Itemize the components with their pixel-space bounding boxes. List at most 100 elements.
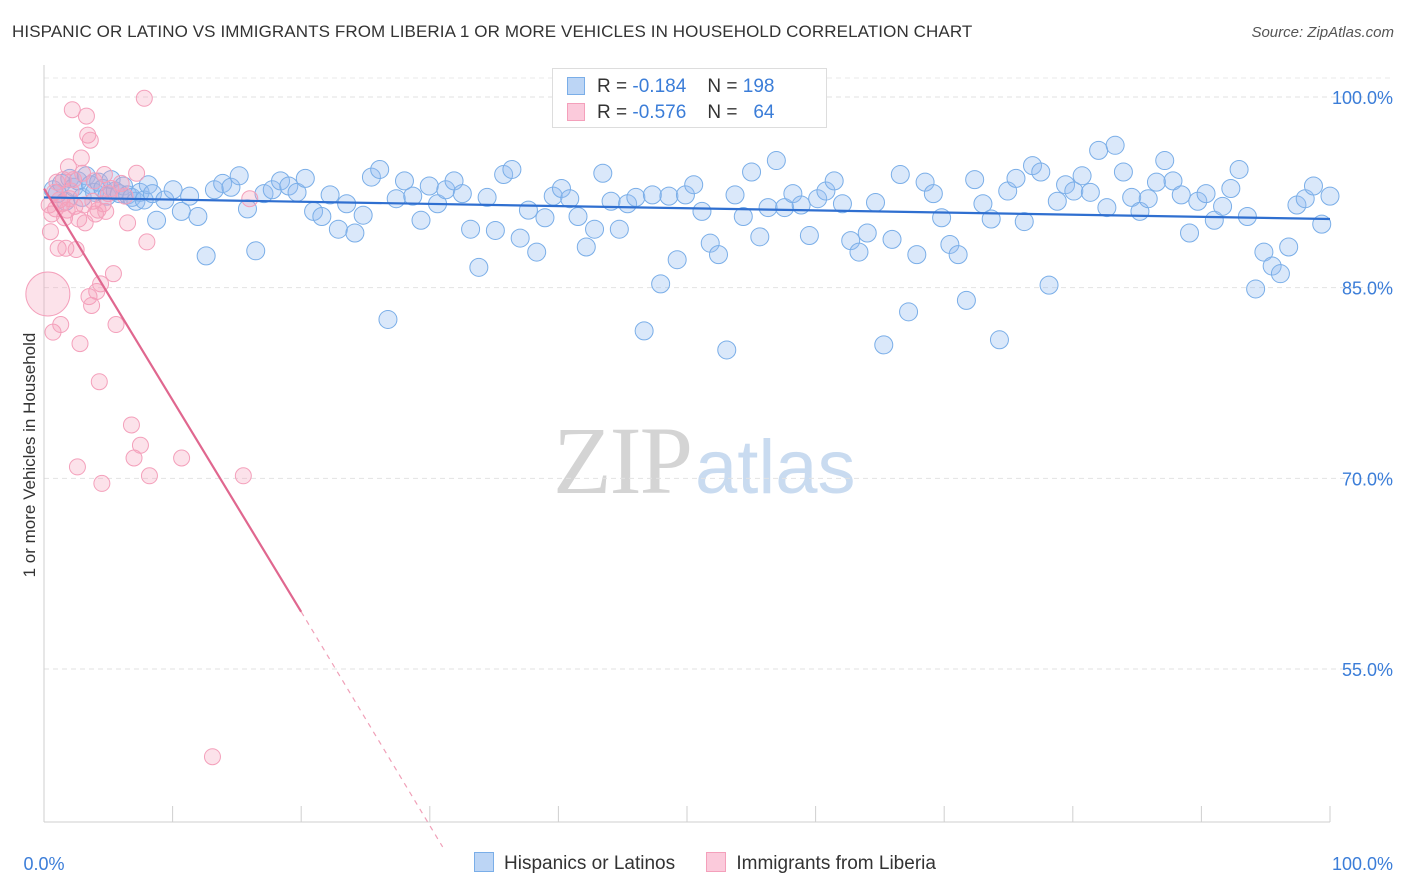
data-point-liberia bbox=[128, 164, 146, 182]
data-point-liberia bbox=[88, 282, 106, 300]
data-point-liberia bbox=[112, 174, 130, 192]
data-point-hispanic bbox=[940, 234, 960, 254]
data-point-hispanic bbox=[1031, 162, 1051, 182]
data-point-liberia bbox=[65, 171, 83, 189]
data-point-hispanic bbox=[708, 245, 728, 265]
data-point-hispanic bbox=[907, 245, 927, 265]
data-point-liberia bbox=[131, 436, 149, 454]
y-tick-label: 55.0% bbox=[1342, 660, 1393, 680]
data-point-hispanic bbox=[353, 205, 373, 225]
data-point-hispanic bbox=[692, 201, 712, 221]
data-point-hispanic bbox=[295, 168, 315, 188]
pink-swatch bbox=[706, 852, 727, 872]
data-point-hispanic bbox=[1254, 242, 1274, 262]
data-point-hispanic bbox=[345, 223, 365, 243]
data-point-hispanic bbox=[246, 241, 266, 261]
data-point-liberia bbox=[79, 126, 97, 144]
data-point-hispanic bbox=[675, 185, 695, 205]
pink-swatch bbox=[567, 103, 585, 121]
legend-row-hispanic: R = -0.184 N = 198 bbox=[567, 76, 774, 98]
data-point-hispanic bbox=[1122, 187, 1142, 207]
legend-n-value: 64 bbox=[753, 102, 775, 123]
data-point-liberia bbox=[93, 474, 111, 492]
legend-r-value: -0.576 bbox=[632, 102, 687, 123]
trendline-hispanic bbox=[43, 196, 1331, 221]
data-point-hispanic bbox=[956, 290, 976, 310]
data-point-liberia bbox=[140, 467, 158, 485]
data-point-hispanic bbox=[328, 219, 348, 239]
data-point-hispanic bbox=[808, 189, 828, 209]
data-point-hispanic bbox=[180, 186, 200, 206]
data-point-liberia bbox=[71, 335, 89, 353]
legend-n-label: N = bbox=[707, 76, 738, 97]
data-point-hispanic bbox=[1204, 210, 1224, 230]
data-point-liberia bbox=[119, 214, 137, 232]
data-point-hispanic bbox=[452, 184, 472, 204]
data-point-hispanic bbox=[147, 210, 167, 230]
data-point-hispanic bbox=[866, 193, 886, 213]
data-point-hispanic bbox=[642, 185, 662, 205]
data-point-hispanic bbox=[378, 309, 398, 329]
data-point-hispanic bbox=[593, 163, 613, 183]
data-point-liberia bbox=[173, 449, 191, 467]
data-point-liberia bbox=[138, 233, 156, 251]
data-point-liberia bbox=[90, 373, 108, 391]
data-point-hispanic bbox=[312, 206, 332, 226]
legend-item-liberia[interactable]: Immigrants from Liberia bbox=[706, 852, 936, 875]
x-tick-label: 100.0% bbox=[1332, 854, 1393, 874]
data-point-hispanic bbox=[1047, 191, 1067, 211]
data-point-hispanic bbox=[766, 151, 786, 171]
x-tick-label: 0.0% bbox=[23, 854, 64, 874]
data-point-hispanic bbox=[1155, 151, 1175, 171]
data-point-liberia bbox=[77, 107, 95, 125]
trendline-liberia bbox=[43, 187, 303, 613]
data-point-hispanic bbox=[1246, 279, 1266, 299]
data-point-liberia bbox=[52, 316, 70, 334]
legend-item-hispanic[interactable]: Hispanics or Latinos bbox=[474, 852, 675, 875]
data-point-hispanic bbox=[576, 237, 596, 257]
data-point-hispanic bbox=[502, 159, 522, 179]
data-point-hispanic bbox=[1089, 140, 1109, 160]
data-point-hispanic bbox=[518, 200, 538, 220]
series-legend: Hispanics or Latinos Immigrants from Lib… bbox=[474, 852, 962, 875]
trendline-liberia-extrapolated bbox=[300, 611, 444, 848]
data-point-hispanic bbox=[163, 180, 183, 200]
data-point-hispanic bbox=[882, 229, 902, 249]
watermark: ZIPatlas bbox=[553, 405, 856, 516]
data-point-hispanic bbox=[857, 223, 877, 243]
data-point-hispanic bbox=[1072, 166, 1092, 186]
data-point-liberia bbox=[63, 101, 81, 119]
data-point-hispanic bbox=[667, 250, 687, 270]
data-point-hispanic bbox=[560, 189, 580, 209]
data-point-hispanic bbox=[585, 219, 605, 239]
data-point-hispanic bbox=[824, 171, 844, 191]
data-point-hispanic bbox=[659, 186, 679, 206]
data-point-hispanic bbox=[816, 181, 836, 201]
data-point-hispanic bbox=[188, 206, 208, 226]
data-point-hispanic bbox=[601, 191, 621, 211]
y-tick-label: 100.0% bbox=[1332, 88, 1393, 108]
data-point-liberia bbox=[68, 458, 86, 476]
data-point-hispanic bbox=[469, 257, 489, 277]
blue-swatch bbox=[567, 77, 585, 95]
data-point-hispanic bbox=[1105, 135, 1125, 155]
data-point-hispanic bbox=[923, 184, 943, 204]
data-point-hispanic bbox=[477, 187, 497, 207]
data-point-hispanic bbox=[1270, 264, 1290, 284]
data-point-hispanic bbox=[965, 170, 985, 190]
data-point-hispanic bbox=[684, 175, 704, 195]
legend-series1-label: Hispanics or Latinos bbox=[504, 853, 676, 874]
data-point-hispanic bbox=[1320, 186, 1340, 206]
data-point-hispanic bbox=[527, 242, 547, 262]
data-point-hispanic bbox=[1039, 275, 1059, 295]
data-point-liberia bbox=[116, 187, 134, 205]
data-point-liberia bbox=[234, 467, 252, 485]
data-point-liberia bbox=[104, 265, 122, 283]
watermark-atlas: atlas bbox=[695, 425, 856, 510]
data-point-hispanic bbox=[394, 171, 414, 191]
data-point-hispanic bbox=[1113, 162, 1133, 182]
data-point-hispanic bbox=[981, 209, 1001, 229]
data-point-hispanic bbox=[461, 219, 481, 239]
blue-swatch bbox=[474, 852, 494, 872]
watermark-zip: ZIP bbox=[553, 407, 693, 514]
